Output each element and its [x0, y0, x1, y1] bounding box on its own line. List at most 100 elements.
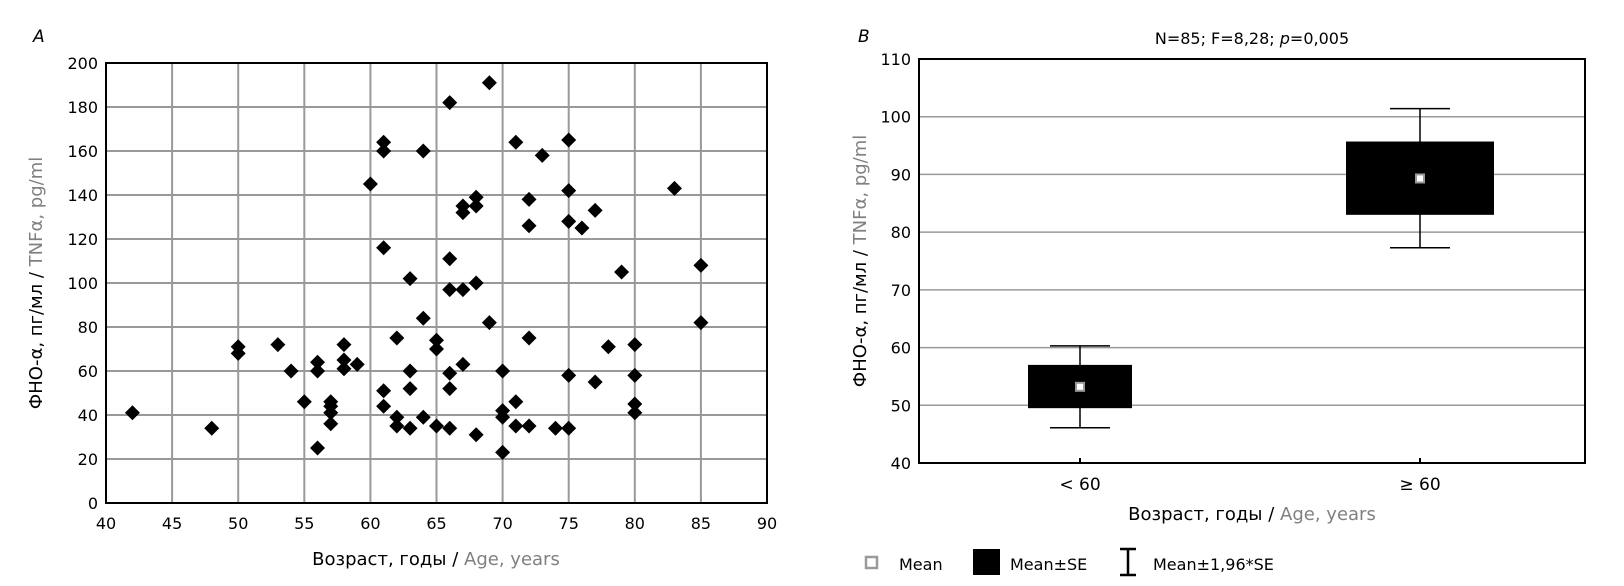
- y-tick-label: 20: [78, 450, 98, 469]
- data-point: [376, 240, 392, 256]
- y-tick-label: 80: [78, 318, 98, 337]
- panel-b: B N=85; F=8,28; p=0,005 40 50 60 70 80 90 100 1…: [850, 27, 1586, 577]
- y-tick-label: 120: [67, 230, 98, 249]
- data-point: [627, 337, 643, 353]
- data-point: [495, 363, 511, 379]
- data-point: [415, 310, 431, 326]
- data-point: [270, 337, 286, 353]
- legend: Mean Mean±SE Mean±1,96*SE: [864, 547, 1274, 577]
- data-point: [429, 418, 444, 434]
- data-point: [561, 132, 577, 148]
- data-point: [627, 396, 643, 412]
- data-point: [627, 405, 643, 421]
- panel-b-xlabel: Возраст, годы / Age, years: [1128, 504, 1376, 525]
- y-tick-label: 40: [891, 454, 911, 473]
- data-point: [389, 330, 405, 346]
- data-point: [376, 383, 392, 399]
- y-tick-label: 60: [78, 362, 98, 381]
- y-tick-label: 90: [891, 165, 911, 184]
- x-tick-label: < 60: [1059, 475, 1100, 495]
- data-point: [429, 341, 444, 357]
- data-point: [481, 315, 497, 331]
- data-point: [310, 440, 326, 456]
- data-point: [389, 418, 405, 434]
- data-point: [362, 176, 378, 192]
- data-point: [693, 257, 709, 273]
- panel-b-boxes: [1028, 107, 1494, 429]
- data-point: [614, 264, 630, 280]
- y-tick-label: 100: [67, 274, 98, 293]
- y-tick-label: 160: [67, 142, 98, 161]
- y-tick-label: 100: [880, 108, 911, 127]
- x-tick-label: 45: [162, 514, 182, 533]
- data-point: [389, 409, 405, 425]
- data-point: [204, 420, 220, 436]
- data-point: [442, 282, 458, 298]
- data-point: [323, 416, 339, 432]
- legend-whisker-icon: [1120, 547, 1136, 577]
- data-point: [521, 418, 537, 434]
- panel-b-ylabel: ФНО-α, пг/мл / TNFα, pg/ml: [850, 135, 871, 387]
- data-point: [574, 220, 590, 236]
- legend-mean-marker: [864, 555, 879, 570]
- data-point: [455, 356, 471, 372]
- data-point: [296, 394, 312, 410]
- panel-b-label: B: [858, 27, 870, 47]
- y-tick-label: 140: [67, 186, 98, 205]
- panel-b-grid: [919, 58, 1585, 464]
- data-point: [508, 418, 524, 434]
- data-point: [310, 363, 326, 379]
- x-tick-label: 60: [360, 514, 380, 533]
- legend-mean-label: Mean: [899, 555, 943, 574]
- data-point: [587, 374, 603, 390]
- data-point: [124, 405, 140, 421]
- y-tick-label: 200: [67, 54, 98, 73]
- data-point: [336, 352, 352, 368]
- x-tick-label: 80: [625, 514, 645, 533]
- data-point: [561, 420, 577, 436]
- data-point: [495, 444, 511, 460]
- data-point: [402, 381, 418, 397]
- panel-b-tick-labels: 40 50 60 70 80 90 100 110 < 60 ≥ 60: [880, 50, 1440, 495]
- x-tick-label: 90: [757, 514, 777, 533]
- data-point: [468, 427, 484, 443]
- data-point: [323, 405, 339, 421]
- data-point: [561, 183, 577, 199]
- data-point: [442, 381, 458, 397]
- data-point: [561, 367, 577, 383]
- x-tick-label: ≥ 60: [1399, 475, 1440, 495]
- data-point: [468, 198, 484, 214]
- y-tick-label: 60: [891, 339, 911, 358]
- data-point: [561, 213, 577, 229]
- panel-a-label: A: [32, 27, 45, 47]
- panel-a-xlabel: Возраст, годы / Age, years: [312, 549, 560, 570]
- data-point: [442, 365, 458, 381]
- panel-a: A 40 45 50 55 60 65 70 75 80 85 90 0 20 40 60 80 100 120 1…: [26, 27, 777, 570]
- data-point: [508, 394, 524, 410]
- y-tick-label: 50: [891, 396, 911, 415]
- panel-a-grid: [105, 62, 768, 504]
- data-point: [415, 409, 431, 425]
- panel-a-frame: [105, 62, 768, 504]
- x-tick-label: 85: [691, 514, 711, 533]
- legend-se-box: [973, 549, 1000, 575]
- data-point: [508, 134, 524, 150]
- data-point: [600, 339, 616, 355]
- data-point: [481, 75, 497, 91]
- data-point: [468, 275, 484, 291]
- data-point: [666, 180, 682, 196]
- data-point: [547, 420, 563, 436]
- panel-a-ylabel: ФНО-α, пг/мл / TNFα, pg/ml: [26, 157, 47, 409]
- x-tick-label: 65: [426, 514, 446, 533]
- data-point: [455, 282, 471, 298]
- data-point: [521, 191, 537, 207]
- y-tick-label: 80: [891, 223, 911, 242]
- panel-a-tick-labels: 40 45 50 55 60 65 70 75 80 85 90 0 20 40 60 80 100 120 140…: [67, 54, 777, 533]
- data-point: [376, 398, 392, 414]
- data-point: [587, 202, 603, 218]
- legend-ci-label: Mean±1,96*SE: [1153, 555, 1274, 574]
- panel-b-frame: [918, 58, 1586, 464]
- data-point: [627, 367, 643, 383]
- y-tick-label: 0: [88, 494, 98, 513]
